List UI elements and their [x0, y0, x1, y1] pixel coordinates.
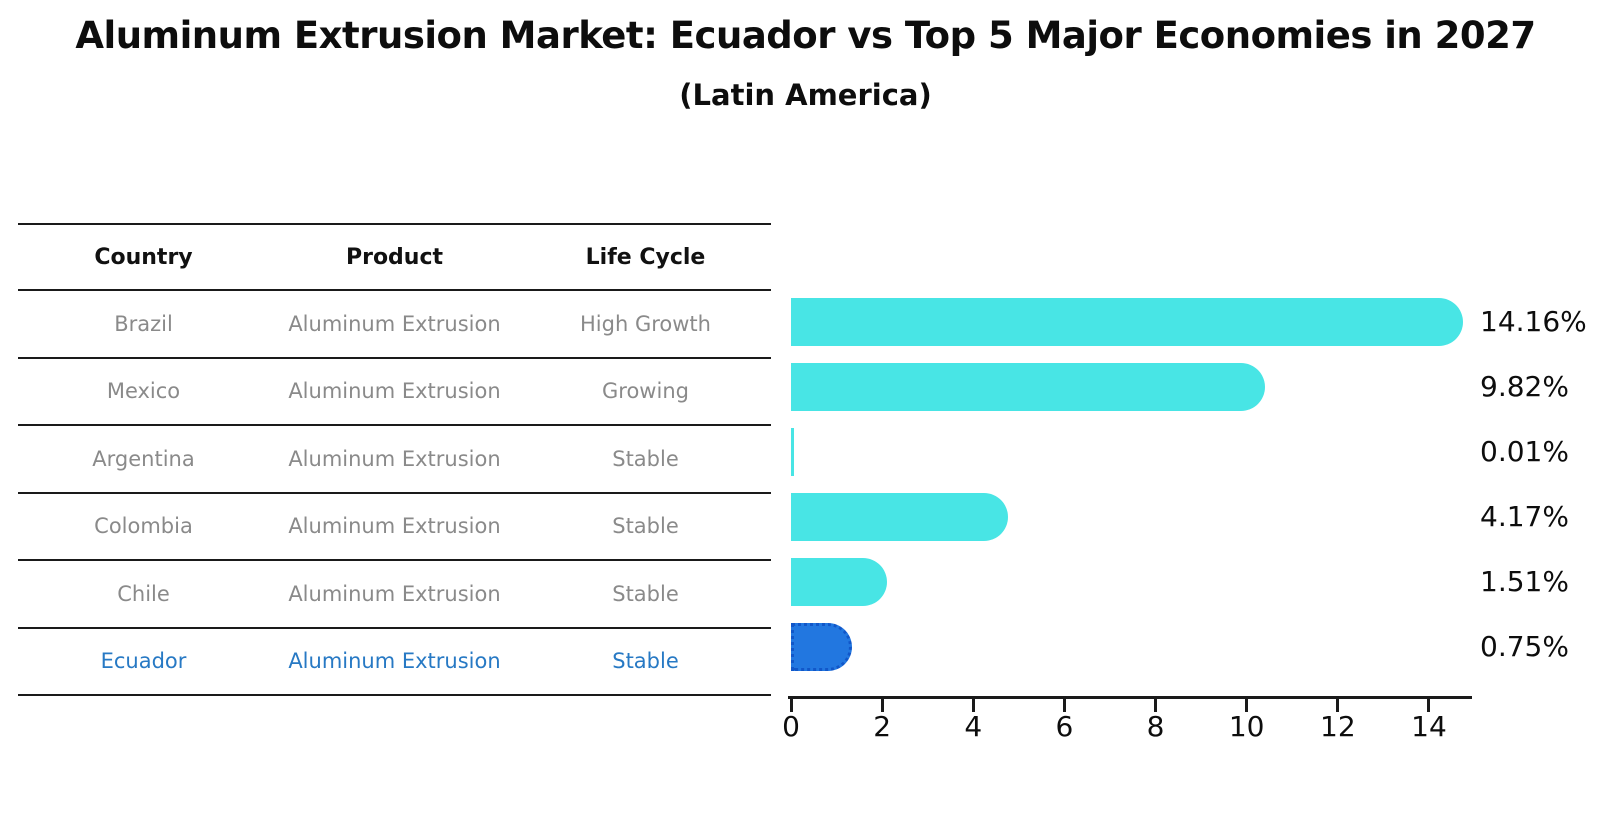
chart-subtitle: (Latin America) [679, 78, 932, 112]
cell-country: Argentina [92, 446, 195, 471]
cell-product: Aluminum Extrusion [288, 581, 501, 606]
x-axis-line [788, 696, 1472, 699]
table-header-row: Country Product Life Cycle [18, 223, 771, 289]
cell-product: Aluminum Extrusion [288, 446, 501, 471]
bar-value-label: 4.17% [1480, 500, 1569, 533]
bar-mexico [791, 363, 1266, 411]
x-tick-label: 14 [1411, 710, 1447, 743]
x-tick [789, 699, 793, 712]
table-row: Brazil Aluminum Extrusion High Growth [18, 289, 771, 357]
table-row: Colombia Aluminum Extrusion Stable [18, 491, 771, 560]
cell-product: Aluminum Extrusion [288, 649, 501, 674]
cell-life-cycle: Growing [602, 379, 689, 404]
x-tick [880, 699, 884, 712]
bar-value-label: 0.01% [1480, 435, 1569, 468]
x-tick [1336, 699, 1340, 712]
x-tick-label: 8 [1146, 710, 1165, 743]
chart-title: Aluminum Extrusion Market: Ecuador vs To… [75, 14, 1536, 57]
table-row: Argentina Aluminum Extrusion Stable [18, 424, 771, 492]
cell-life-cycle: High Growth [580, 311, 711, 336]
bar-colombia [791, 493, 1009, 541]
country-table: Country Product Life Cycle Brazil Aluminum E… [18, 223, 771, 696]
x-tick-label: 12 [1320, 710, 1356, 743]
cell-country: Brazil [114, 311, 173, 336]
cell-country: Ecuador [100, 649, 187, 674]
cell-life-cycle: Stable [612, 581, 679, 606]
bar-argentina [791, 428, 794, 476]
cell-product: Aluminum Extrusion [288, 514, 501, 539]
table-row: Ecuador Aluminum Extrusion Stable [18, 626, 771, 695]
cell-life-cycle: Stable [612, 446, 679, 471]
bar-brazil [791, 298, 1464, 346]
column-header-product: Product [345, 244, 444, 270]
x-tick [1427, 699, 1431, 712]
cell-country: Chile [117, 581, 170, 606]
bar-ecuador [791, 623, 853, 671]
table-row: Chile Aluminum Extrusion Stable [18, 559, 771, 627]
cell-life-cycle: Stable [612, 649, 679, 674]
cell-country: Colombia [94, 514, 193, 539]
x-tick [971, 699, 975, 712]
table-row: Mexico Aluminum Extrusion Growing [18, 356, 771, 425]
column-header-country: Country [94, 244, 193, 270]
x-tick [1062, 699, 1066, 712]
cell-product: Aluminum Extrusion [288, 311, 501, 336]
bar-chile [791, 558, 887, 606]
bar-value-label: 0.75% [1480, 630, 1569, 663]
x-tick [1154, 699, 1158, 712]
x-tick-label: 6 [1055, 710, 1074, 743]
bar-value-label: 14.16% [1480, 305, 1587, 338]
cell-country: Mexico [106, 379, 181, 404]
bar-value-label: 9.82% [1480, 370, 1569, 403]
x-tick-label: 2 [873, 710, 892, 743]
column-header-life-cycle: Life Cycle [585, 244, 706, 270]
x-tick-label: 0 [782, 710, 800, 743]
cell-product: Aluminum Extrusion [288, 379, 501, 404]
x-tick-label: 4 [964, 710, 983, 743]
x-tick [1245, 699, 1249, 712]
x-tick-label: 10 [1228, 710, 1265, 743]
bar-value-label: 1.51% [1480, 565, 1569, 598]
cell-life-cycle: Stable [612, 514, 679, 539]
